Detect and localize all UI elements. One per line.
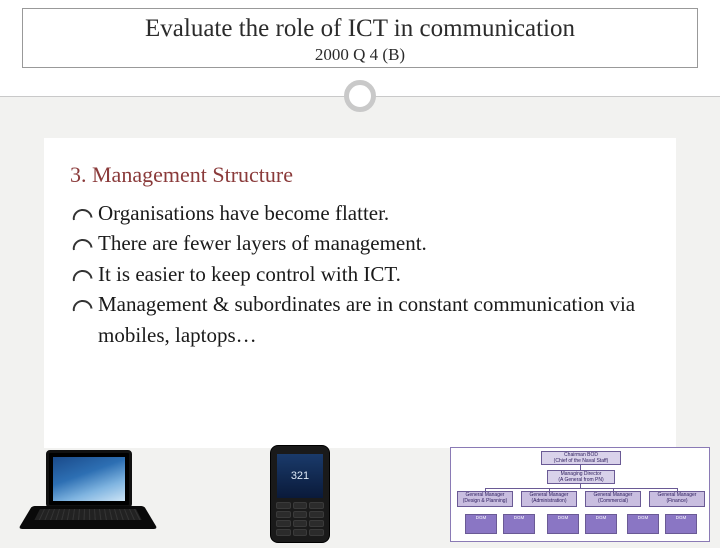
ring-ornament-icon <box>344 80 376 112</box>
phone-image: 321 <box>245 442 355 542</box>
org-chart-image: Chairman BOD (Chief of the Naval Staff) … <box>450 447 710 542</box>
laptop-keyboard <box>34 509 141 520</box>
laptop-screen-icon <box>46 450 132 508</box>
title-bar: Evaluate the role of ICT in communicatio… <box>22 8 698 68</box>
org-node-chairman: Chairman BOD (Chief of the Naval Staff) <box>541 451 621 465</box>
org-node-gm: General Manager (Commercial) <box>585 491 641 507</box>
mobile-phone-icon: 321 <box>271 446 329 542</box>
org-node-dgm: DGM <box>465 514 497 534</box>
org-node-dgm: DGM <box>503 514 535 534</box>
org-node-dgm: DGM <box>665 514 697 534</box>
org-sublabel: (Chief of the Naval Staff) <box>554 458 609 464</box>
laptop-wallpaper <box>53 457 125 501</box>
org-node-dgm: DGM <box>585 514 617 534</box>
content-box: 3. Management Structure Organisations ha… <box>44 138 676 448</box>
section-heading: 3. Management Structure <box>70 162 650 188</box>
bullet-item: Organisations have become flatter. <box>70 198 650 228</box>
org-node-dgm: DGM <box>547 514 579 534</box>
phone-keypad <box>276 502 324 536</box>
cd-disc-icon <box>10 506 46 542</box>
org-node-gm: General Manager (Design & Planning) <box>457 491 513 507</box>
slide-title: Evaluate the role of ICT in communicatio… <box>23 15 697 43</box>
org-node-gm: General Manager (Finance) <box>649 491 705 507</box>
image-row: 321 Chairman BOD (Chief of the Naval Sta… <box>10 450 710 542</box>
bullet-item: Management & subordinates are in constan… <box>70 289 650 350</box>
bullet-item: It is easier to keep control with ICT. <box>70 259 650 289</box>
org-node-gm: General Manager (Administration) <box>521 491 577 507</box>
org-node-dgm: DGM <box>627 514 659 534</box>
bullet-list: Organisations have become flatter. There… <box>70 198 650 350</box>
bullet-item: There are fewer layers of management. <box>70 228 650 258</box>
org-sublabel: (A General from PN) <box>558 477 603 483</box>
org-node-md: Managing Director (A General from PN) <box>547 470 615 484</box>
org-connector <box>485 488 677 489</box>
slide: Evaluate the role of ICT in communicatio… <box>0 8 720 548</box>
laptop-image <box>10 450 150 542</box>
slide-subtitle: 2000 Q 4 (B) <box>23 45 697 65</box>
phone-screen: 321 <box>277 454 323 498</box>
